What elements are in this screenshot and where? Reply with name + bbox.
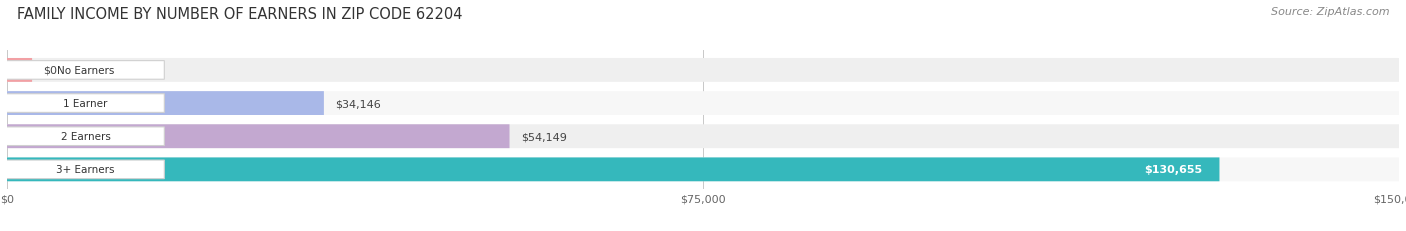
FancyBboxPatch shape [7,59,1399,82]
FancyBboxPatch shape [7,92,323,116]
Text: $34,146: $34,146 [335,99,381,109]
Text: 3+ Earners: 3+ Earners [56,165,115,175]
FancyBboxPatch shape [7,125,1399,149]
FancyBboxPatch shape [0,94,165,113]
Text: Source: ZipAtlas.com: Source: ZipAtlas.com [1271,7,1389,17]
FancyBboxPatch shape [7,59,32,82]
Text: 1 Earner: 1 Earner [63,99,108,109]
Text: $54,149: $54,149 [520,132,567,142]
Text: $130,655: $130,655 [1144,165,1202,175]
FancyBboxPatch shape [0,61,165,80]
FancyBboxPatch shape [0,160,165,179]
Text: FAMILY INCOME BY NUMBER OF EARNERS IN ZIP CODE 62204: FAMILY INCOME BY NUMBER OF EARNERS IN ZI… [17,7,463,22]
Text: No Earners: No Earners [56,66,114,76]
Text: $0: $0 [44,66,58,76]
FancyBboxPatch shape [7,158,1399,182]
FancyBboxPatch shape [7,125,509,149]
FancyBboxPatch shape [7,92,1399,116]
FancyBboxPatch shape [0,127,165,146]
Text: 2 Earners: 2 Earners [60,132,111,142]
FancyBboxPatch shape [7,158,1219,182]
